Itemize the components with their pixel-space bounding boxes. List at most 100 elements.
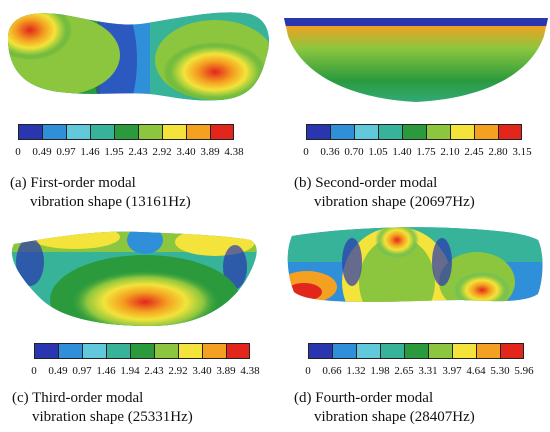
caption-a: (a) First-order modal vibration shape (1… xyxy=(10,174,191,212)
colorbar-d-swatch xyxy=(404,343,428,359)
caption-c-line1: (c) Third-order modal xyxy=(12,390,144,406)
colorbar-a-tick: 1.46 xyxy=(80,146,100,158)
colorbar-b-swatch xyxy=(306,124,330,140)
colorbar-a-tick: 1.95 xyxy=(104,146,124,158)
colorbar-c-swatch xyxy=(202,343,226,359)
colorbar-a-swatch xyxy=(42,124,66,140)
colorbar-b-swatch xyxy=(474,124,498,140)
colorbar-d-swatch xyxy=(452,343,476,359)
colorbar-d-tick: 1.32 xyxy=(346,365,366,377)
colorbar-a-tick: 2.92 xyxy=(152,146,172,158)
colorbar-d-tick: 0 xyxy=(305,365,311,377)
colorbar-b-ticks: 0 0.36 0.70 1.05 1.40 1.75 2.10 2.45 2.80 3.15 xyxy=(303,146,531,160)
colorbar-a-swatch xyxy=(66,124,90,140)
caption-d-line1: (d) Fourth-order modal xyxy=(294,390,434,406)
colorbar-d-tick: 5.30 xyxy=(490,365,510,377)
colorbar-a-tick: 2.43 xyxy=(128,146,148,158)
colorbar-b-tick: 0.70 xyxy=(344,146,364,158)
colorbar-c-ticks: 0 0.49 0.97 1.46 1.94 2.43 2.92 3.40 3.89 4.38 xyxy=(31,365,259,379)
colorbar-c-swatch xyxy=(34,343,58,359)
colorbar-d-tick: 3.97 xyxy=(442,365,462,377)
colorbar-b-tick: 2.10 xyxy=(440,146,460,158)
colorbar-d-swatch xyxy=(500,343,524,359)
colorbar-d xyxy=(308,343,524,359)
colorbar-c-swatch xyxy=(106,343,130,359)
colorbar-d-tick: 2.65 xyxy=(394,365,414,377)
colorbar-c-tick: 2.92 xyxy=(168,365,188,377)
colorbar-c-tick: 0.97 xyxy=(72,365,92,377)
colorbar-c-tick: 0 xyxy=(31,365,37,377)
colorbar-b-tick: 2.45 xyxy=(464,146,484,158)
caption-c-line2: vibration shape (25331Hz) xyxy=(32,409,193,425)
caption-c: (c) Third-order modal vibration shape (2… xyxy=(12,389,193,427)
caption-a-line2: vibration shape (13161Hz) xyxy=(30,194,191,210)
modal-shape-b xyxy=(284,18,548,102)
colorbar-d-swatch xyxy=(308,343,332,359)
colorbar-c-swatch xyxy=(82,343,106,359)
colorbar-c-tick: 3.89 xyxy=(216,365,236,377)
colorbar-b-tick: 1.75 xyxy=(416,146,436,158)
colorbar-b-swatch xyxy=(402,124,426,140)
colorbar-d-swatch xyxy=(476,343,500,359)
colorbar-d-swatch xyxy=(428,343,452,359)
colorbar-b-tick: 0 xyxy=(303,146,309,158)
caption-b-line2: vibration shape (20697Hz) xyxy=(314,194,475,210)
colorbar-d-swatch xyxy=(332,343,356,359)
colorbar-a-tick: 0.49 xyxy=(32,146,52,158)
colorbar-b xyxy=(306,124,522,140)
colorbar-b-tick: 3.15 xyxy=(512,146,532,158)
colorbar-b-swatch xyxy=(450,124,474,140)
colorbar-a-tick: 3.40 xyxy=(176,146,196,158)
colorbar-a-swatch xyxy=(186,124,210,140)
colorbar-c-tick: 3.40 xyxy=(192,365,212,377)
colorbar-b-tick: 1.40 xyxy=(392,146,412,158)
colorbar-c-tick: 0.49 xyxy=(48,365,68,377)
colorbar-d-tick: 5.96 xyxy=(514,365,534,377)
colorbar-c-swatch xyxy=(58,343,82,359)
colorbar-a-ticks: 0 0.49 0.97 1.46 1.95 2.43 2.92 3.40 3.89 4.38 xyxy=(15,146,243,160)
colorbar-d-swatch xyxy=(380,343,404,359)
modal-shape-a xyxy=(8,12,269,101)
colorbar-a-swatch xyxy=(138,124,162,140)
colorbar-a-tick: 0.97 xyxy=(56,146,76,158)
colorbar-b-tick: 0.36 xyxy=(320,146,340,158)
colorbar-d-tick: 4.64 xyxy=(466,365,486,377)
colorbar-a-swatch xyxy=(90,124,114,140)
colorbar-b-swatch xyxy=(378,124,402,140)
colorbar-d-tick: 0.66 xyxy=(322,365,342,377)
colorbar-b-swatch xyxy=(354,124,378,140)
colorbar-a-tick: 3.89 xyxy=(200,146,220,158)
modal-shape-d xyxy=(287,227,543,302)
colorbar-a-swatch xyxy=(162,124,186,140)
caption-a-line1: (a) First-order modal xyxy=(10,175,136,191)
colorbar-c-swatch xyxy=(130,343,154,359)
colorbar-a-swatch xyxy=(210,124,234,140)
colorbar-b-tick: 2.80 xyxy=(488,146,508,158)
colorbar-d-ticks: 0 0.66 1.32 1.98 2.65 3.31 3.97 4.64 5.30 5.96 xyxy=(305,365,533,379)
colorbar-b-tick: 1.05 xyxy=(368,146,388,158)
colorbar-d-tick: 3.31 xyxy=(418,365,438,377)
colorbar-c-tick: 1.46 xyxy=(96,365,116,377)
colorbar-a xyxy=(18,124,234,140)
caption-d: (d) Fourth-order modal vibration shape (… xyxy=(294,389,475,427)
colorbar-b-swatch xyxy=(426,124,450,140)
colorbar-c-swatch xyxy=(226,343,250,359)
modal-shape-c xyxy=(11,231,257,327)
colorbar-d-swatch xyxy=(356,343,380,359)
colorbar-c-tick: 1.94 xyxy=(120,365,140,377)
caption-d-line2: vibration shape (28407Hz) xyxy=(314,409,475,425)
colorbar-c-tick: 4.38 xyxy=(240,365,260,377)
colorbar-c-swatch xyxy=(154,343,178,359)
colorbar-c-swatch xyxy=(178,343,202,359)
colorbar-a-tick: 4.38 xyxy=(224,146,244,158)
caption-b: (b) Second-order modal vibration shape (… xyxy=(294,174,475,212)
colorbar-c xyxy=(34,343,250,359)
colorbar-a-swatch xyxy=(114,124,138,140)
colorbar-c-tick: 2.43 xyxy=(144,365,164,377)
colorbar-a-tick: 0 xyxy=(15,146,21,158)
colorbar-b-swatch xyxy=(498,124,522,140)
caption-b-line1: (b) Second-order modal xyxy=(294,175,438,191)
colorbar-a-swatch xyxy=(18,124,42,140)
colorbar-d-tick: 1.98 xyxy=(370,365,390,377)
colorbar-b-swatch xyxy=(330,124,354,140)
